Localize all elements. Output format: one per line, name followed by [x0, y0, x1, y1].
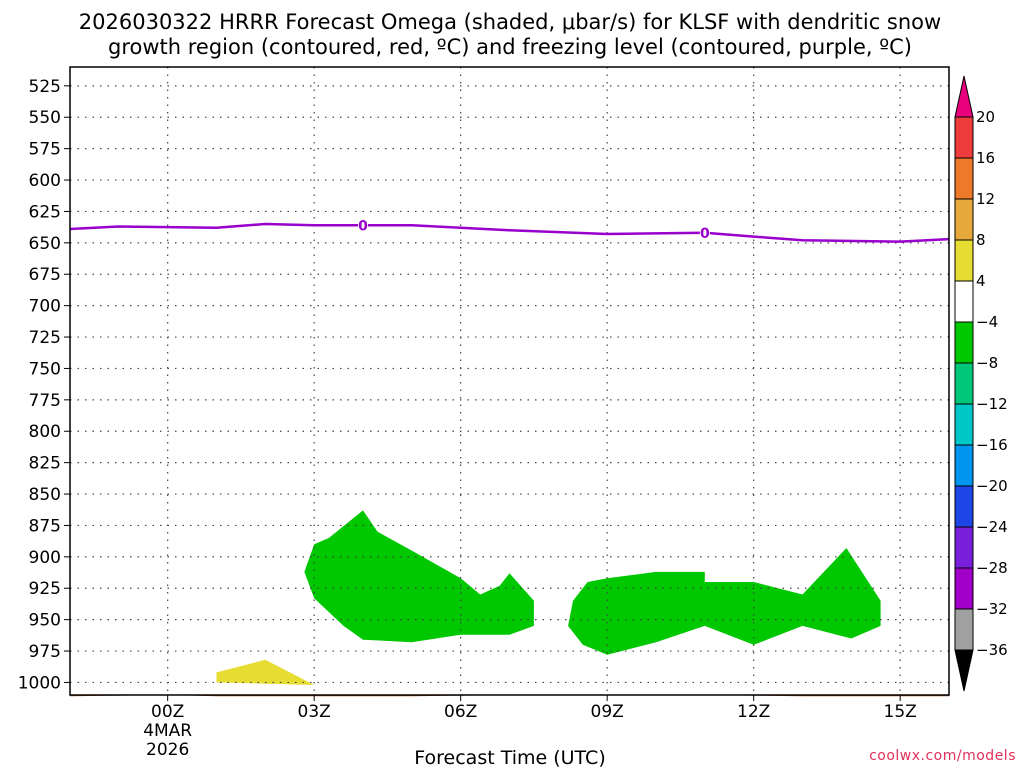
colorbar-tick-label-2: 12	[976, 190, 995, 208]
freezing-label-bg-1	[699, 224, 710, 239]
freezing-level-label-1: 0	[700, 226, 710, 242]
y-tick-label-525: 525	[29, 77, 61, 97]
x-tick-label-06Z: 06Z	[444, 702, 477, 722]
plot-fills	[70, 510, 949, 697]
green-region-2	[568, 548, 881, 655]
y-tick-label-575: 575	[29, 140, 61, 160]
colorbar-tick-label-10: −24	[976, 518, 1008, 536]
x-tick-label-15Z: 15Z	[884, 702, 917, 722]
freezing-label-bg-0	[358, 217, 368, 232]
colorbar-bin-4	[954, 239, 974, 282]
x-tick-label-00Z: 00Z	[151, 702, 184, 722]
colorbar-bin-3	[954, 198, 974, 241]
colorbar-bin-1	[954, 116, 974, 159]
colorbar-bin-5	[954, 280, 974, 323]
y-tick-label-1000: 1000	[18, 673, 61, 693]
colorbar-tick-label-3: 8	[976, 231, 986, 249]
colorbar-bin-13	[954, 608, 974, 651]
y-tick-label-675: 675	[29, 265, 61, 285]
y-tick-label-950: 950	[29, 611, 61, 631]
colorbar-tick-label-12: −32	[976, 600, 1008, 618]
omega-colorbar: 20 16 12 8 4 −4 −8 −12 −16 −20 −24 −28 −32 −36	[954, 75, 1008, 692]
freezing-level-label-0: 0	[358, 218, 368, 234]
y-tick-label-850: 850	[29, 485, 61, 505]
colorbar-bin-9	[954, 444, 974, 487]
colorbar-tick-label-7: −12	[976, 395, 1008, 413]
colorbar-tick-label-9: −20	[976, 477, 1008, 495]
yellow-region	[216, 659, 315, 685]
colorbar-bin-12	[954, 567, 974, 610]
x-tick-label-03Z: 03Z	[298, 702, 331, 722]
colorbar-tick-label-6: −8	[976, 354, 998, 372]
y-tick-label-925: 925	[29, 579, 61, 599]
y-tick-label-775: 775	[29, 391, 61, 411]
colorbar-tick-label-0: 20	[976, 108, 995, 126]
plot-frame	[69, 66, 950, 696]
y-tick-label-700: 700	[29, 297, 61, 317]
watermark: coolwx.com/models	[869, 748, 1016, 764]
y-tick-label-650: 650	[29, 234, 61, 254]
y-tick-label-725: 725	[29, 328, 61, 348]
green-region-1	[304, 510, 534, 643]
y-tick-label-900: 900	[29, 548, 61, 568]
x-axis-label: Forecast Time (UTC)	[414, 747, 605, 768]
y-tick-label-975: 975	[29, 642, 61, 662]
colorbar-bottom-arrow	[954, 649, 974, 692]
x-date-label-line-1: 4MAR	[143, 721, 192, 741]
y-axis-ticks: 525 550 575 600 625 650 675 700 725 750 775 800 825 8…	[18, 77, 70, 693]
colorbar-tick-label-11: −28	[976, 559, 1008, 577]
x-tick-label-09Z: 09Z	[591, 702, 624, 722]
colorbar-tick-label-5: −4	[976, 313, 998, 331]
y-tick-label-550: 550	[29, 108, 61, 128]
colorbar-bin-7	[954, 362, 974, 405]
colorbar-tick-label-1: 16	[976, 149, 995, 167]
freezing-level-line	[69, 222, 950, 243]
colorbar-bin-6	[954, 321, 974, 364]
colorbar-bin-11	[954, 526, 974, 569]
y-tick-label-750: 750	[29, 359, 61, 379]
colorbar-bin-8	[954, 403, 974, 446]
x-tick-label-12Z: 12Z	[737, 702, 770, 722]
colorbar-tick-label-4: 4	[976, 272, 986, 290]
x-axis-ticks: 00Z 03Z 06Z 09Z 12Z 15Z	[151, 695, 917, 722]
y-tick-label-600: 600	[29, 171, 61, 191]
y-tick-label-875: 875	[29, 516, 61, 536]
colorbar-bin-2	[954, 157, 974, 200]
y-tick-label-625: 625	[29, 202, 61, 222]
colorbar-tick-label-13: −36	[976, 641, 1008, 659]
colorbar-top-arrow	[954, 75, 974, 118]
y-tick-label-800: 800	[29, 422, 61, 442]
colorbar-bin-10	[954, 485, 974, 528]
colorbar-tick-label-8: −16	[976, 436, 1008, 454]
chart-title-line-2: growth region (contoured, red, ºC) and f…	[108, 35, 912, 59]
x-date-label-line-2: 2026	[146, 740, 189, 760]
chart-title-line-1: 2026030322 HRRR Forecast Omega (shaded, …	[79, 10, 941, 34]
y-tick-label-825: 825	[29, 454, 61, 474]
